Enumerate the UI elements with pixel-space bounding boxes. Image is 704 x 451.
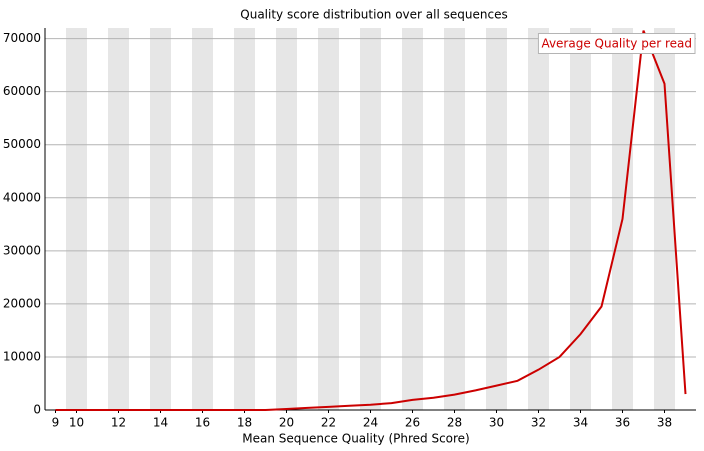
stripe bbox=[192, 28, 213, 410]
x-tick-label: 10 bbox=[69, 416, 84, 430]
y-tick-label: 70000 bbox=[3, 31, 41, 45]
y-tick-label: 20000 bbox=[3, 296, 41, 310]
x-tick-label: 24 bbox=[363, 416, 378, 430]
x-tick-label: 12 bbox=[111, 416, 126, 430]
stripe bbox=[66, 28, 87, 410]
y-tick-label: 40000 bbox=[3, 190, 41, 204]
y-tick-label: 0 bbox=[33, 403, 41, 417]
data-line bbox=[55, 30, 687, 411]
stripe bbox=[570, 28, 591, 410]
chart-title: Quality score distribution over all sequ… bbox=[240, 8, 507, 22]
y-tick-label: 10000 bbox=[3, 349, 41, 363]
x-tick-label: 20 bbox=[279, 416, 294, 430]
x-tick-label: 38 bbox=[657, 416, 672, 430]
stripe bbox=[444, 28, 465, 410]
x-tick-label: 34 bbox=[573, 416, 588, 430]
x-tick-label: 9 bbox=[52, 416, 60, 430]
x-tick-label: 14 bbox=[153, 416, 168, 430]
x-tick-label: 26 bbox=[405, 416, 420, 430]
stripe bbox=[150, 28, 171, 410]
stripe bbox=[108, 28, 129, 410]
stripe bbox=[402, 28, 423, 410]
x-tick-label: 28 bbox=[447, 416, 462, 430]
x-tick-label: 18 bbox=[237, 416, 252, 430]
stripe bbox=[276, 28, 297, 410]
stripe bbox=[318, 28, 339, 410]
x-tick-label: 30 bbox=[489, 416, 504, 430]
stripe bbox=[234, 28, 255, 410]
y-tick-label: 50000 bbox=[3, 137, 41, 151]
y-tick-label: 30000 bbox=[3, 243, 41, 257]
stripe bbox=[360, 28, 381, 410]
x-axis-label: Mean Sequence Quality (Phred Score) bbox=[242, 432, 470, 446]
x-tick-label: 22 bbox=[321, 416, 336, 430]
stripe bbox=[654, 28, 675, 410]
legend: Average Quality per read bbox=[537, 33, 696, 54]
x-tick-label: 16 bbox=[195, 416, 210, 430]
x-tick-label: 32 bbox=[531, 416, 546, 430]
stripe bbox=[528, 28, 549, 410]
legend-box bbox=[537, 33, 696, 54]
stripe bbox=[486, 28, 507, 410]
y-tick-label: 60000 bbox=[3, 84, 41, 98]
legend-label: Average Quality per read bbox=[541, 37, 692, 51]
x-tick-label: 36 bbox=[615, 416, 630, 430]
